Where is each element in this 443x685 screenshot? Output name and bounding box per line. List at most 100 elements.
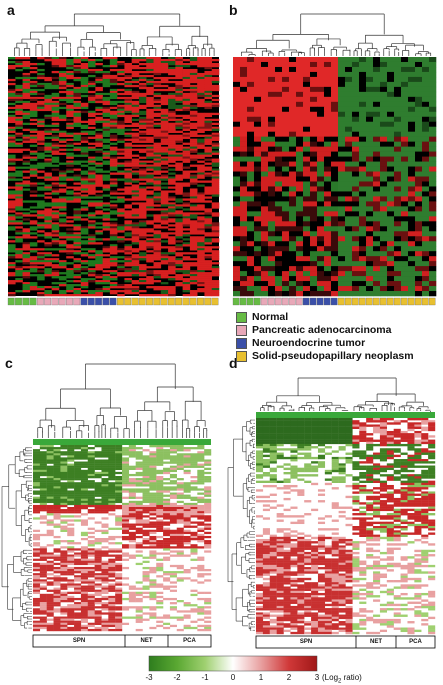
heatmap-cell (87, 447, 95, 450)
heatmap-cell (338, 96, 346, 103)
heatmap-cell (303, 136, 311, 142)
heatmap-cell (33, 490, 41, 493)
heatmap-cell (122, 447, 130, 450)
heatmap-cell (101, 492, 109, 495)
heatmap-cell (317, 121, 325, 128)
heatmap-cell (15, 98, 23, 102)
heatmap-cell (197, 194, 205, 197)
heatmap-cell (303, 251, 311, 257)
heatmap-cell (109, 58, 118, 62)
heatmap-cell (408, 166, 416, 172)
heatmap-cell (44, 84, 52, 88)
heatmap-cell (254, 221, 262, 227)
heatmap-cell (146, 294, 154, 297)
heatmap-cell (233, 61, 241, 68)
heatmap-cell (408, 86, 416, 93)
heatmap-cell (124, 260, 132, 263)
heatmap-cell (169, 461, 177, 464)
heatmap-cell (153, 144, 162, 147)
heatmap-cell (131, 288, 140, 291)
heatmap-cell (94, 467, 102, 470)
heatmap-cell (296, 66, 304, 73)
heatmap-cell (233, 86, 241, 93)
heatmap-cell (142, 482, 150, 485)
heatmap-cell (138, 190, 147, 193)
heatmap-cell (182, 290, 191, 293)
heatmap-cell (109, 164, 118, 167)
heatmap-cell (303, 236, 311, 242)
heatmap-cell (39, 455, 47, 458)
heatmap-cell (233, 256, 241, 262)
heatmap-cell (189, 148, 198, 151)
heatmap-cell (138, 264, 147, 267)
heatmap-cell (44, 114, 52, 118)
heatmap-cell (66, 268, 74, 271)
heatmap-cell (182, 158, 191, 161)
heatmap-cell (268, 96, 276, 103)
heatmap-cell (182, 284, 191, 287)
heatmap-cell (289, 281, 297, 287)
heatmap-cell (189, 200, 198, 203)
heatmap-cell (324, 236, 332, 242)
heatmap-cell (160, 148, 169, 151)
heatmap-cell (168, 212, 176, 215)
heatmap-cell (204, 486, 212, 489)
heatmap-cell (95, 140, 103, 143)
heatmap-cell (8, 262, 16, 265)
heatmap-cell (197, 272, 205, 275)
heatmap-cell (175, 186, 183, 189)
heatmap-cell (39, 459, 47, 462)
heatmap-cell (131, 264, 140, 267)
heatmap-cell (415, 136, 423, 142)
heatmap-cell (204, 142, 213, 145)
heatmap-cell (22, 262, 31, 265)
heatmap-cell (46, 484, 54, 487)
heatmap-cell (183, 449, 191, 452)
heatmap-cell (146, 152, 154, 155)
heatmap-cell (296, 166, 304, 172)
heatmap-cell (415, 91, 423, 98)
heatmap-cell (131, 94, 140, 98)
heatmap-cell (211, 104, 220, 108)
heatmap-cell (197, 102, 205, 106)
heatmap-cell (29, 152, 38, 155)
heatmap-cell (88, 126, 96, 129)
heatmap-cell (168, 228, 176, 231)
heatmap-cell (149, 445, 157, 448)
heatmap-cell (183, 471, 191, 475)
heatmap-cell (22, 284, 31, 287)
heatmap-cell (338, 221, 346, 227)
heatmap-cell (44, 224, 52, 227)
heatmap-cell (359, 286, 367, 292)
heatmap-cell (310, 291, 318, 297)
heatmap-cell (189, 140, 198, 143)
heatmap-cell (268, 226, 276, 232)
heatmap-cell (211, 280, 220, 283)
heatmap-cell (429, 241, 437, 247)
heatmap-cell (408, 156, 416, 162)
heatmap-cell (317, 276, 325, 282)
heatmap-cell (247, 186, 255, 192)
heatmap-cell (197, 447, 205, 450)
heatmap-cell (429, 211, 437, 217)
heatmap-cell (8, 110, 16, 114)
heatmap-cell (8, 294, 16, 297)
heatmap-cell (310, 176, 318, 182)
heatmap-cell (373, 57, 381, 63)
heatmap-cell (33, 478, 41, 481)
heatmap-cell (310, 166, 318, 172)
heatmap-cell (176, 494, 184, 497)
heatmap-cell (142, 480, 150, 483)
heatmap-cell (204, 224, 213, 227)
heatmap-cell (51, 224, 60, 227)
heatmap-cell (73, 94, 82, 98)
heatmap-cell (275, 266, 283, 272)
heatmap-cell (46, 473, 54, 477)
heatmap-cell (429, 121, 437, 128)
heatmap-cell (109, 122, 118, 126)
heatmap-cell (204, 210, 213, 213)
heatmap-cell (153, 122, 162, 126)
heatmap-cell (29, 90, 38, 94)
heatmap-cell (146, 104, 154, 108)
heatmap-cell (131, 232, 140, 235)
